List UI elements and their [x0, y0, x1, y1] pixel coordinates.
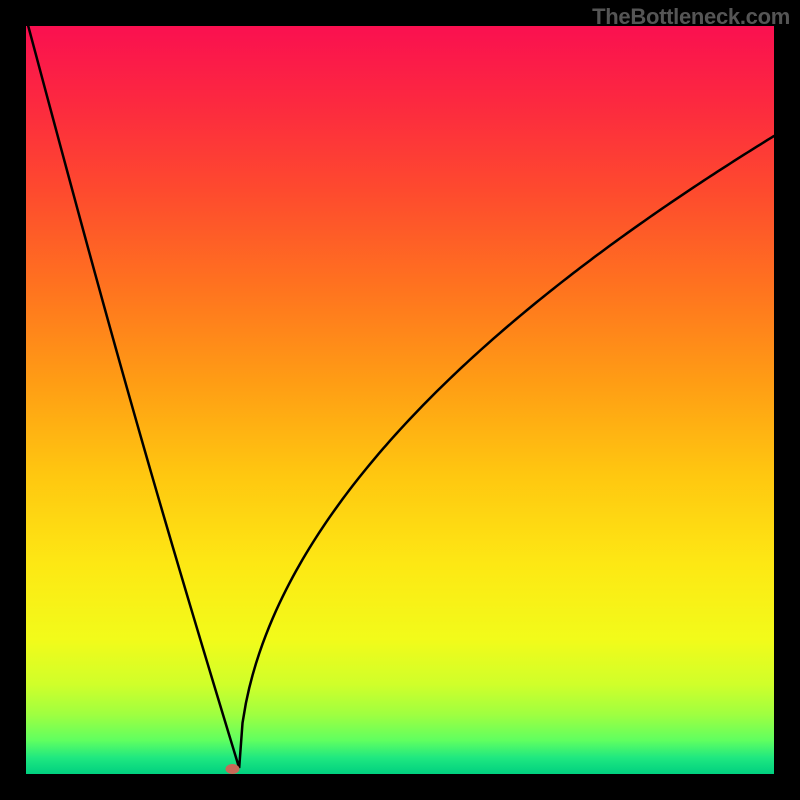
- plot-area: [26, 26, 774, 774]
- minimum-marker: [225, 764, 239, 774]
- chart-container: TheBottleneck.com: [0, 0, 800, 800]
- watermark-text: TheBottleneck.com: [592, 4, 790, 30]
- gradient-background: [26, 26, 774, 774]
- chart-svg: [26, 26, 774, 774]
